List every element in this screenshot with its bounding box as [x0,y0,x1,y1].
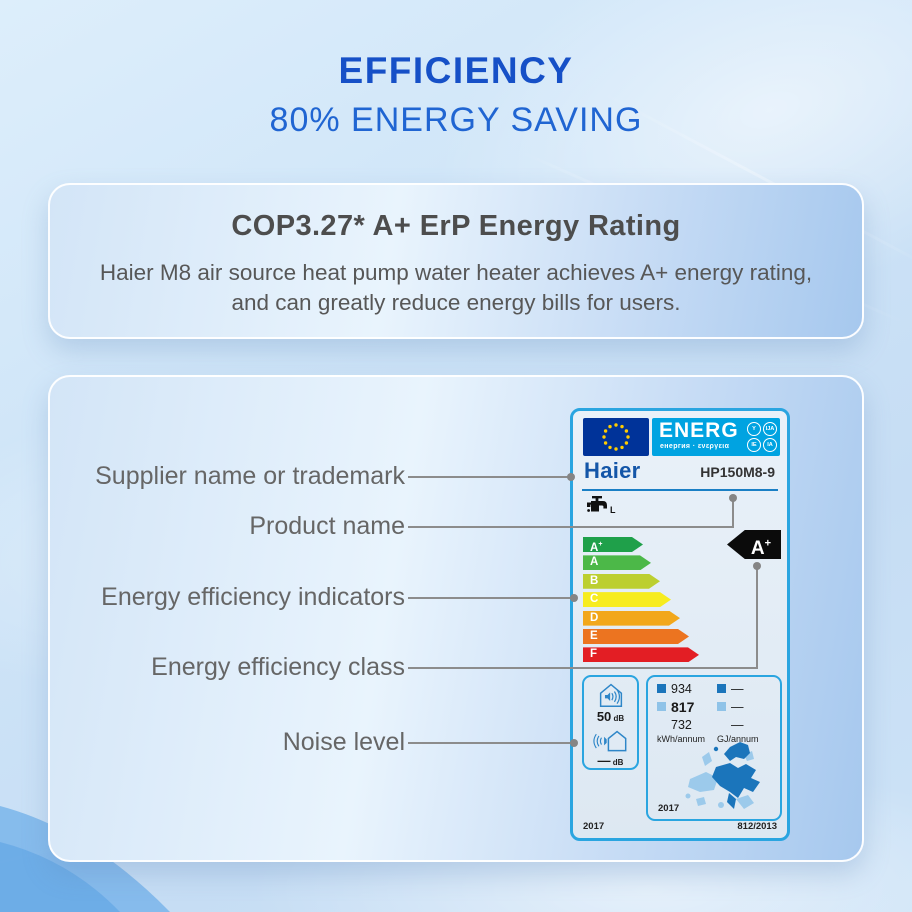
consumption-box: 934 — 817 — 732 — kWh/annum GJ/annum [646,675,782,821]
energ-suffix-circles: Y IJA IE IA [747,422,777,452]
divider-rule [582,489,778,491]
rating-badge: A+ [727,530,781,559]
annotation-supplier-name: Supplier name or trademark [95,462,405,490]
subtitle-percent: 80% [269,101,341,139]
gj-unit: GJ/annum [717,734,759,744]
class-arrow-d: D [583,611,680,626]
class-arrow-a-plus: A+ [583,537,643,552]
outdoor-noise-value: — dB [597,753,624,768]
brand-logo: Haier [584,458,641,483]
marker-dark-icon [717,684,726,693]
class-arrow-f: F [583,647,699,662]
energ-word: ENERG [659,419,739,442]
tap-icon [583,494,609,521]
consumption-row: 817 — [657,698,780,715]
outdoor-noise-icon [592,730,626,752]
energ-languages: енергия · ενεργεια [660,443,730,450]
model-number: HP150M8-9 [700,464,775,480]
annotation-efficiency-indicators: Energy efficiency indicators [101,583,405,611]
subtitle-rest: ENERGY SAVING [340,101,643,139]
rating-card: COP3.27* A+ ErP Energy Rating Haier M8 a… [48,183,864,339]
annotation-noise-level: Noise level [282,728,405,756]
energ-banner: ENERG енергия · ενεργεια Y IJA IE IA [652,418,780,456]
europe-map [685,742,760,809]
label-year-text: 2017 [583,821,605,832]
kwh-value-1: 934 [671,681,692,696]
noise-box: 50 dB — dB [582,675,639,770]
consumption-units: kWh/annum GJ/annum [657,734,780,744]
kwh-value-3: 732 [671,717,692,732]
rating-card-line2: and can greatly reduce energy bills for … [231,290,681,315]
class-arrow-e: E [583,629,689,644]
rating-card-description: Haier M8 air source heat pump water heat… [50,258,862,318]
gj-value-1: — [731,681,744,696]
efficiency-class-arrows: A+ A B C D E F [583,537,699,666]
energ-suffix-ija: IJA [763,422,777,436]
kwh-unit: kWh/annum [657,734,706,744]
load-profile: L [610,505,616,515]
class-arrow-c: C [583,592,671,607]
rating-badge-sup: + [764,538,772,550]
energ-suffix-ie: IE [747,438,761,452]
indoor-noise-icon [599,683,622,707]
eu-energy-label: ENERG енергия · ενεργεια Y IJA IE IA Haier … [570,408,790,841]
consumption-row: 732 — [657,717,780,732]
kwh-value-2: 817 [671,698,695,715]
page-title: EFFICIENCY [338,50,574,91]
annotation-efficiency-class: Energy efficiency class [151,653,405,681]
class-arrow-a: A [583,555,651,570]
eu-flag-icon [583,418,649,456]
energ-suffix-y: Y [747,422,761,436]
gj-value-2: — [731,699,744,714]
marker-light-icon [717,702,726,711]
class-arrow-b: B [583,574,660,589]
consumption-row: 934 — [657,681,780,696]
annotation-product-name: Product name [249,512,405,540]
page-subtitle: 80% ENERGY SAVING [0,101,912,140]
rating-badge-letter: A [750,538,765,560]
gj-value-3: — [731,717,744,732]
indoor-noise-value: 50 dB [596,708,625,724]
page-header: EFFICIENCY 80% ENERGY SAVING [0,50,912,140]
label-regulation: 812/2013 [737,821,777,832]
label-year: 2017 [658,803,680,814]
rating-card-title: COP3.27* A+ ErP Energy Rating [231,210,681,242]
energ-suffix-ia: IA [763,438,777,452]
marker-dark-icon [657,684,666,693]
rating-card-line1: Haier M8 air source heat pump water heat… [99,260,813,285]
marker-light-icon [657,702,666,711]
